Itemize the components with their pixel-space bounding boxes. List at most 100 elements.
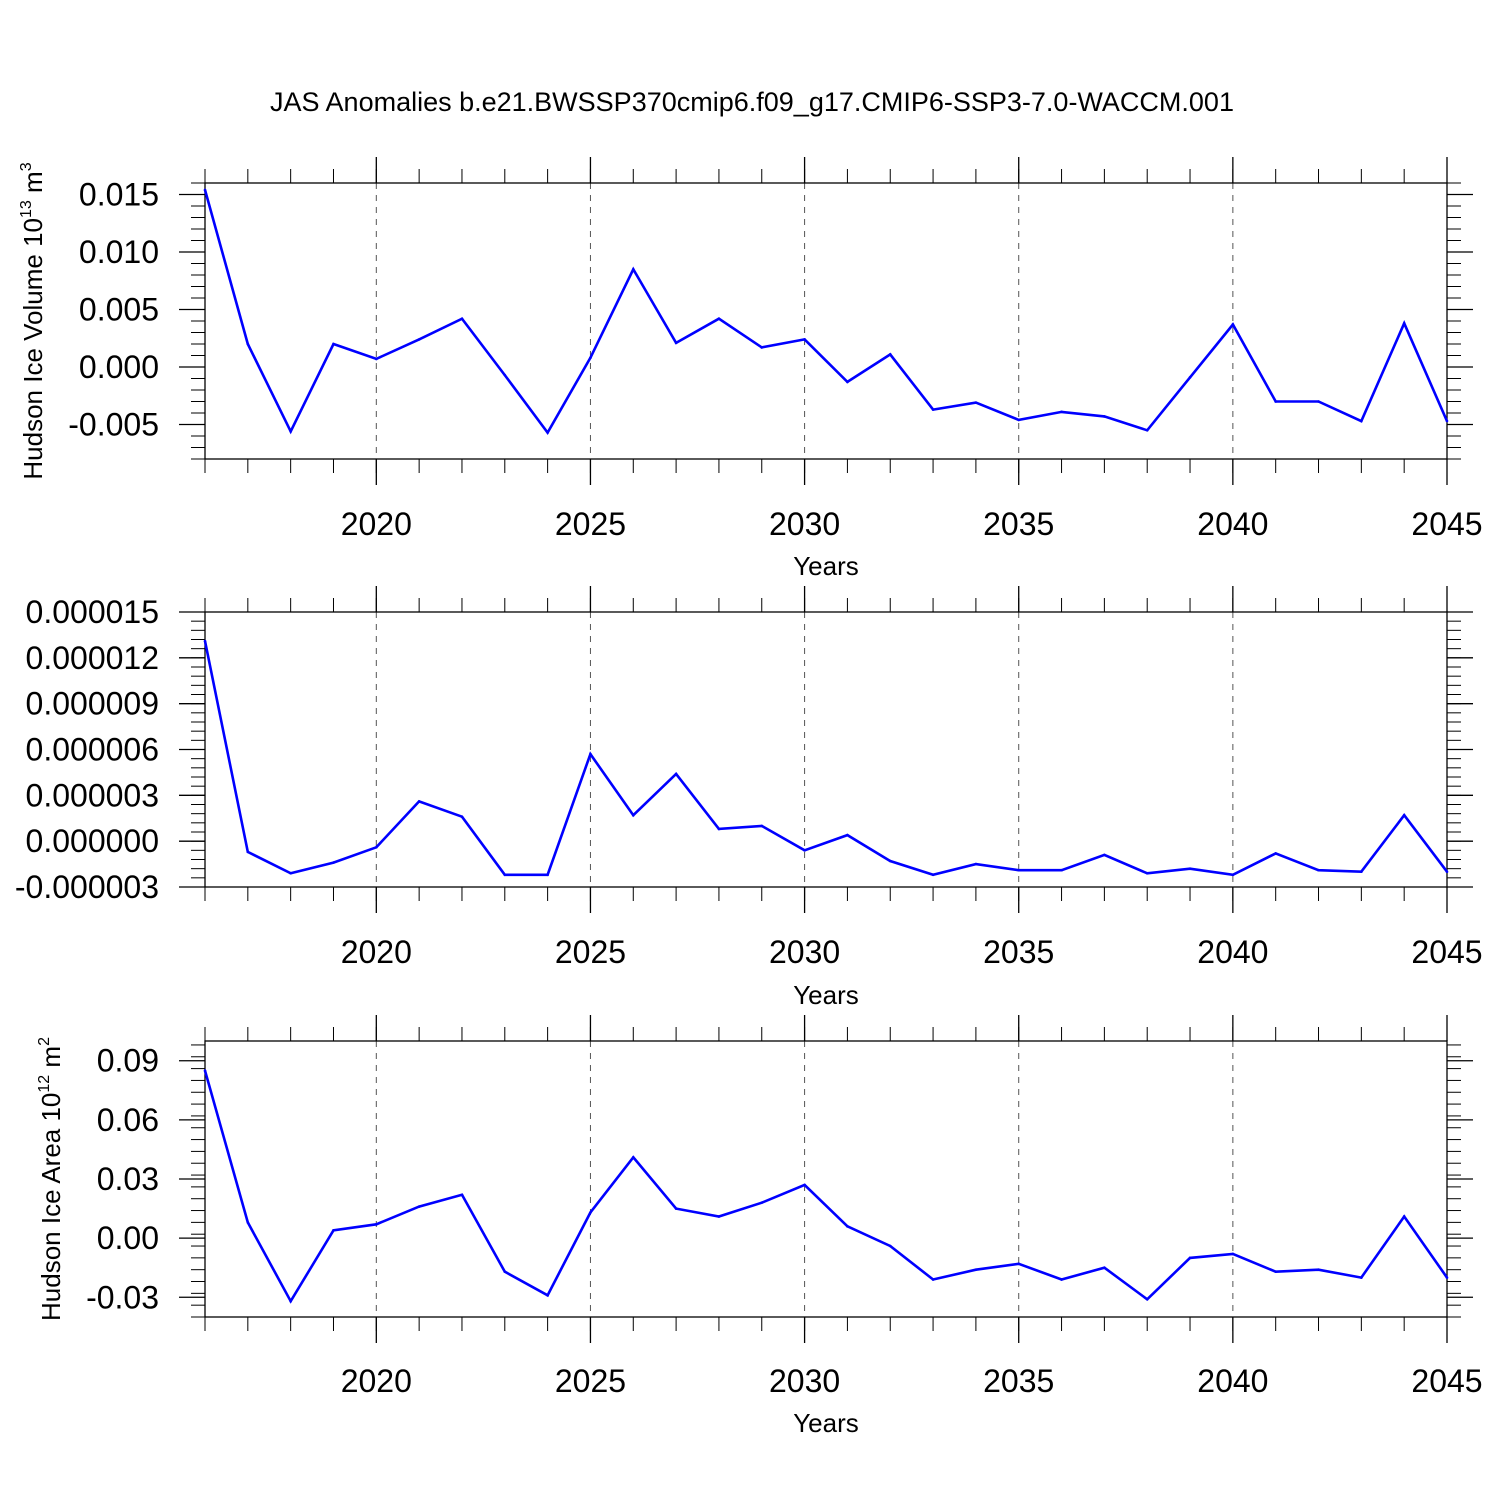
data-point [332, 1228, 335, 1232]
data-point [803, 849, 806, 852]
x-tick-label: 2020 [341, 1363, 412, 1399]
data-point [717, 317, 721, 321]
data-point [589, 1211, 592, 1214]
data-point [1017, 868, 1021, 872]
chart-title: JAS Anomalies b.e21.BWSSP370cmip6.f09_g1… [270, 87, 1234, 117]
data-point [203, 188, 207, 192]
x-tick-label: 2030 [769, 506, 840, 542]
data-point [1060, 1278, 1063, 1281]
data-point [846, 833, 849, 837]
y-tick-label: 0.010 [79, 234, 159, 270]
data-point [803, 1183, 806, 1187]
data-point [1145, 1297, 1149, 1301]
data-point [1317, 868, 1320, 872]
y-axis-label-exponent: 13 [18, 200, 35, 218]
y-tick-label: 0.09 [97, 1043, 159, 1079]
x-tick-label: 2030 [769, 1363, 840, 1399]
data-point [974, 862, 978, 866]
data-point [375, 845, 378, 849]
data-point [1103, 853, 1106, 857]
data-point [1145, 871, 1149, 875]
x-axis-label: Years [793, 980, 859, 1010]
data-point [460, 317, 464, 321]
data-point [246, 342, 250, 346]
y-tick-label: 0.000015 [26, 594, 159, 630]
panel-3: 2020 2025 2030 2035 2040 2045 -0.03 0.00 0.03 0.0… [36, 1015, 1483, 1438]
data-point [846, 1225, 849, 1228]
data-point [1188, 376, 1192, 379]
x-tick-label: 2045 [1411, 1363, 1482, 1399]
data-point [417, 800, 421, 803]
y-axis-label-unit: m [36, 1046, 66, 1075]
plot-frame [204, 611, 1448, 888]
x-axis-label: Years [793, 551, 859, 581]
panel-1: 2020 2025 2030 2035 2040 2045 -0.005 0.000 0.005… [18, 157, 1483, 581]
x-tick-label: 2045 [1411, 934, 1482, 970]
y-tick-label: 0.000012 [26, 640, 159, 676]
y-tick-label: 0.000003 [26, 777, 159, 813]
data-point [1402, 1215, 1406, 1218]
data-point [631, 813, 635, 817]
data-point [375, 1223, 378, 1226]
series-line [203, 640, 1449, 877]
data-point [417, 338, 421, 341]
x-tick-label: 2035 [983, 934, 1054, 970]
data-point [1145, 428, 1149, 432]
y-axis-label-unit: m [18, 171, 48, 200]
y-axis-label-unit-exponent: 2 [36, 1037, 53, 1046]
data-point [332, 861, 335, 864]
x-tick-label: 2040 [1197, 934, 1268, 970]
data-point [1317, 400, 1320, 403]
data-point [589, 356, 592, 360]
x-tick-label: 2045 [1411, 506, 1482, 542]
data-point [289, 871, 292, 875]
data-point [1360, 419, 1363, 423]
series-line [203, 1070, 1449, 1304]
data-point [1231, 1252, 1235, 1256]
data-point [1017, 418, 1021, 422]
data-point [1188, 867, 1192, 870]
data-point [460, 815, 464, 819]
y-axis-label-text: Hudson Ice Area 10 [36, 1093, 66, 1321]
x-tick-label: 2040 [1197, 1363, 1268, 1399]
data-point [974, 1268, 978, 1271]
series-line [203, 189, 1449, 435]
y-tick-label: 0.000009 [26, 686, 159, 722]
x-tick-label: 2025 [555, 506, 626, 542]
data-point [1103, 1266, 1106, 1270]
y-axis-label-unit-exponent: 3 [18, 162, 35, 171]
x-tick-label: 2035 [983, 1363, 1054, 1399]
data-point [674, 1207, 678, 1210]
data-point [1060, 410, 1063, 414]
data-point [546, 1294, 549, 1297]
data-point [1402, 813, 1406, 817]
y-axis-label-text: Hudson Ice Volume 10 [18, 218, 48, 480]
data-point [546, 431, 549, 434]
data-point [674, 772, 678, 776]
data-point [1445, 870, 1449, 874]
y-tick-label: 0.00 [97, 1220, 159, 1256]
data-point [1274, 852, 1277, 855]
data-point [203, 639, 207, 643]
y-tick-label: -0.03 [86, 1279, 159, 1315]
data-point [1231, 873, 1235, 877]
data-point [803, 338, 806, 341]
data-point [1274, 1270, 1277, 1273]
y-axis-label-exponent: 12 [36, 1075, 53, 1093]
plot-frame [204, 1040, 1448, 1318]
plot-frame [204, 182, 1448, 460]
x-tick-label: 2025 [555, 934, 626, 970]
data-point [375, 357, 378, 361]
data-point [888, 1244, 892, 1248]
data-point [1274, 400, 1277, 403]
data-point [203, 1069, 207, 1072]
x-tick-label: 2025 [555, 1363, 626, 1399]
x-tick-label: 2020 [341, 506, 412, 542]
data-point [888, 353, 892, 356]
data-point [760, 346, 764, 349]
data-point [931, 1278, 935, 1281]
y-tick-label: 0.06 [97, 1102, 159, 1138]
y-tick-label: -0.005 [68, 407, 159, 443]
